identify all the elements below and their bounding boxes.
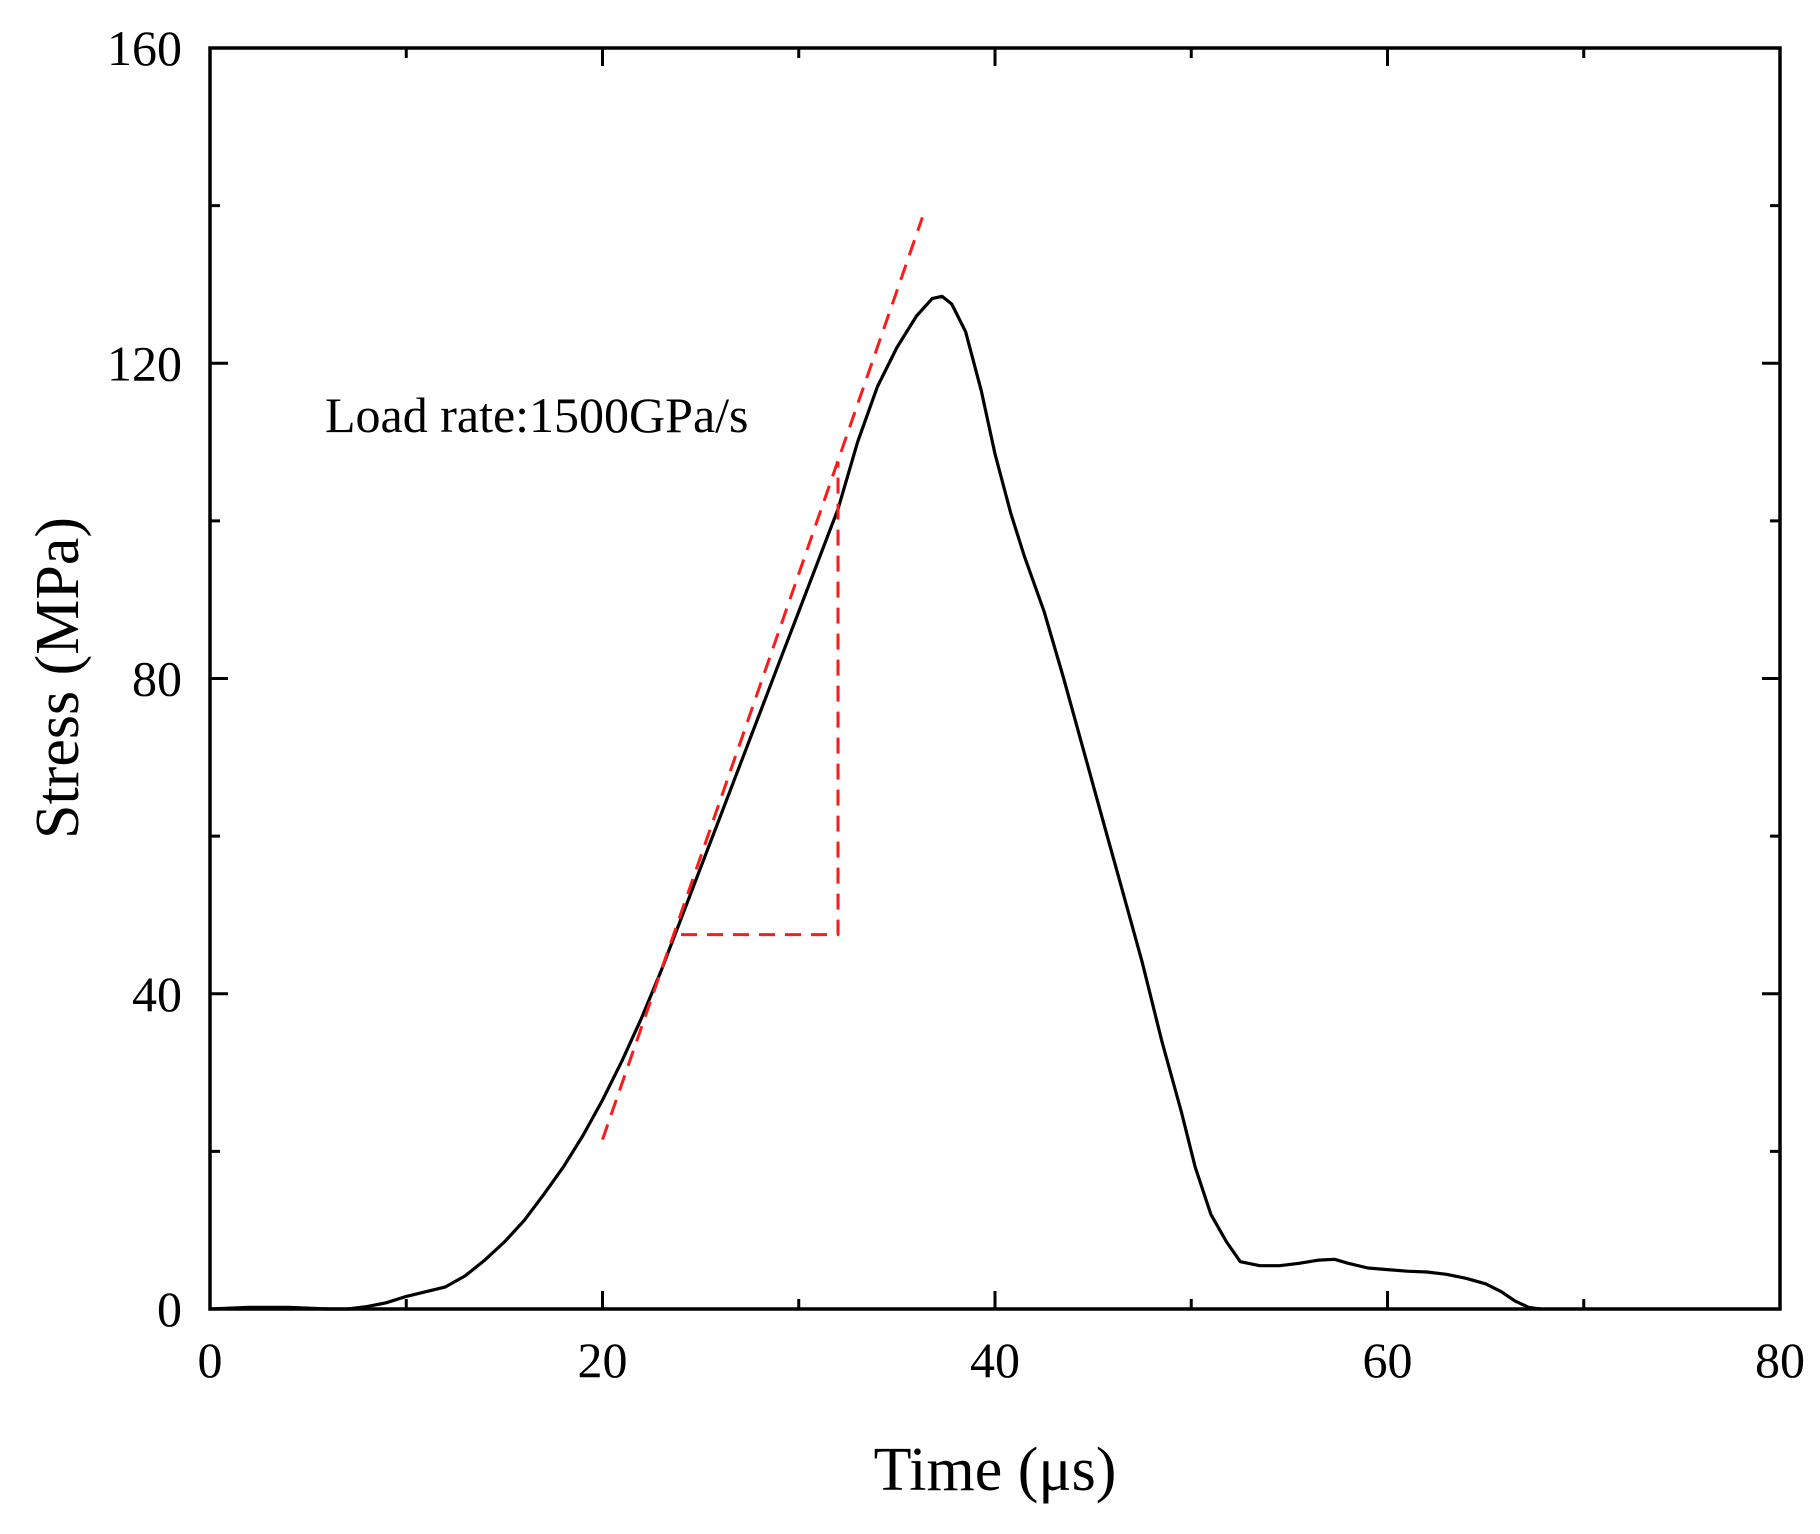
series-stress-line	[208, 294, 1543, 1311]
ticks-layer: 0 20 40 60 80 0 40 80 120 160	[107, 20, 1805, 1388]
y-tick-label: 160	[107, 20, 182, 76]
y-axis-label: Stress (MPa)	[24, 517, 92, 839]
annotation-load-rate: Load rate:1500GPa/s	[325, 387, 749, 443]
series-layer	[208, 216, 1543, 1311]
x-tick-label: 0	[198, 1332, 223, 1388]
plot-frame	[208, 46, 1782, 1311]
y-tick-label: 120	[107, 335, 182, 391]
y-tick-label: 40	[132, 966, 182, 1022]
x-tick-label: 80	[1755, 1332, 1805, 1388]
y-tick-label: 0	[157, 1281, 182, 1337]
x-tick-label: 60	[1363, 1332, 1413, 1388]
series-slope-triangle-line	[681, 461, 840, 937]
series-load-rate-fit-line	[601, 216, 924, 1141]
x-axis-label: Time (μs)	[874, 1436, 1117, 1504]
y-tick-label: 80	[132, 651, 182, 707]
x-tick-label: 20	[578, 1332, 628, 1388]
x-tick-label: 40	[970, 1332, 1020, 1388]
